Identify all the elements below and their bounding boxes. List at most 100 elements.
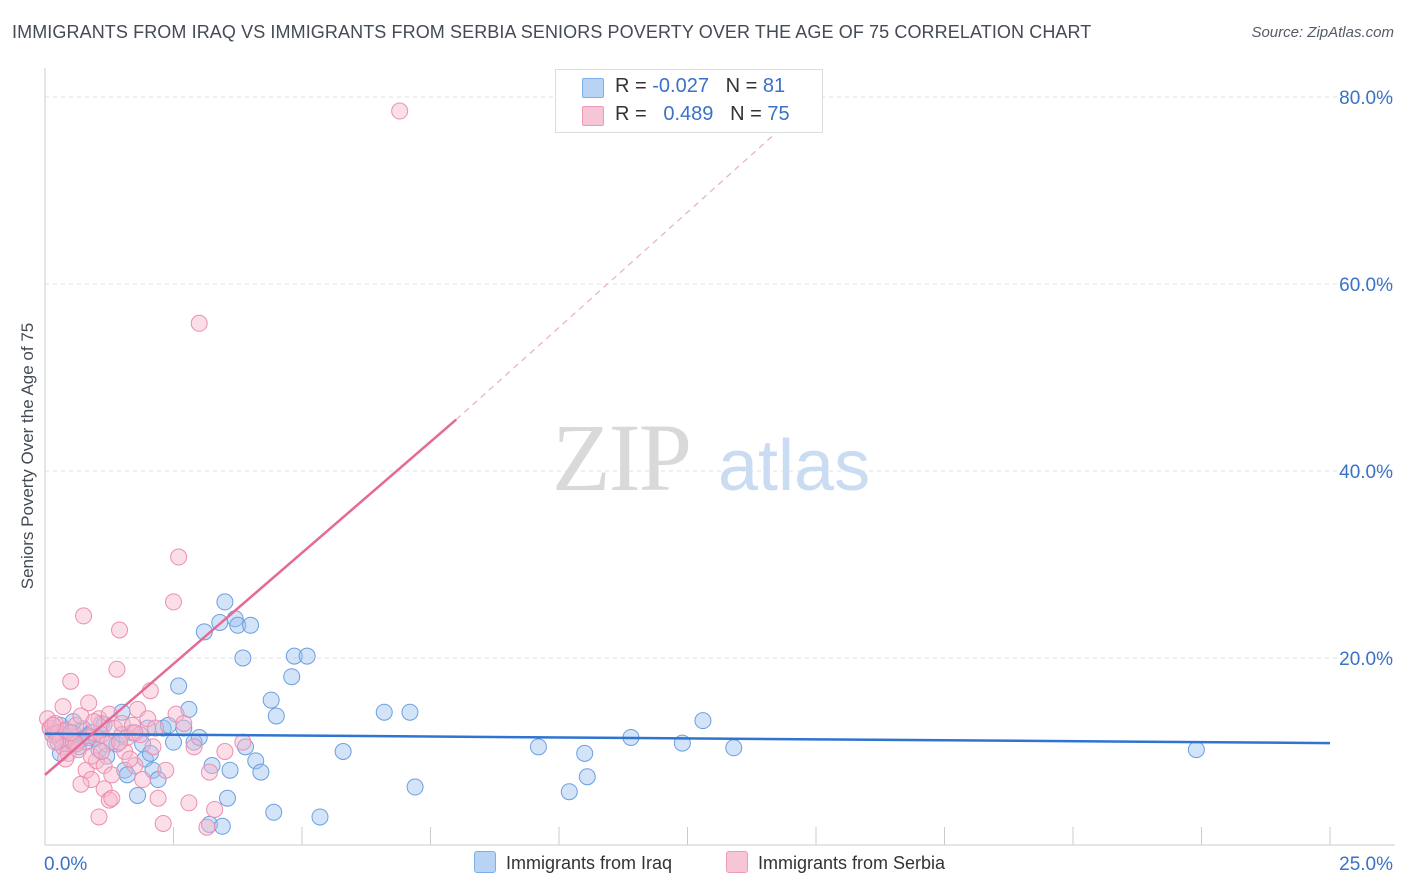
iraq-point — [265, 803, 283, 821]
iraq-point — [175, 719, 193, 737]
serbia-point — [144, 738, 162, 756]
serbia-point — [126, 724, 144, 742]
y-tick-label: 80.0% — [1339, 88, 1393, 109]
serbia-point — [111, 733, 129, 751]
iraq-point — [218, 789, 236, 807]
iraq-point — [311, 808, 329, 826]
watermark-zip: ZIP — [552, 404, 690, 511]
iraq-point — [262, 691, 280, 709]
serbia-point — [54, 698, 72, 716]
serbia-point — [121, 750, 139, 768]
serbia-point — [198, 818, 216, 836]
axes — [44, 68, 1395, 846]
series-iraq-points — [41, 593, 1205, 835]
iraq-point — [236, 738, 254, 756]
legend-n-label: N = — [730, 103, 762, 125]
iraq-point — [170, 677, 188, 695]
y-tick-label: 40.0% — [1339, 462, 1393, 483]
iraq-point — [252, 763, 270, 781]
source-label: Source: ZipAtlas.com — [1251, 24, 1394, 41]
iraq-point — [298, 647, 316, 665]
legend-swatch-iraq — [582, 78, 604, 98]
trend-line-serbia — [44, 418, 458, 776]
trend-lines — [44, 96, 1331, 776]
serbia-point — [134, 771, 152, 789]
serbia-point — [190, 314, 208, 332]
serbia-point — [175, 714, 193, 732]
serbia-point — [72, 775, 90, 793]
trend-line-iraq — [44, 732, 1331, 745]
iraq-point — [406, 778, 424, 796]
legend-n-label: N = — [725, 75, 758, 97]
serbia-point — [100, 791, 118, 809]
serbia-point — [170, 548, 188, 566]
iraq-point — [576, 744, 594, 762]
serbia-point — [93, 743, 111, 760]
watermark-atlas: atlas — [718, 426, 870, 506]
serbia-point — [391, 102, 409, 120]
iraq-point — [578, 768, 596, 786]
iraq-point — [190, 728, 208, 746]
serbia-point — [157, 761, 175, 779]
serbia-point — [154, 814, 172, 832]
iraq-point — [694, 712, 712, 730]
iraq-point — [213, 817, 231, 835]
bottom-legend-swatch-serbia — [726, 851, 748, 873]
x-tick-label: 0.0% — [44, 854, 87, 875]
serbia-point — [200, 763, 218, 781]
serbia-point — [82, 771, 100, 789]
iraq-point — [203, 757, 221, 775]
serbia-point — [67, 735, 85, 753]
serbia-point — [44, 716, 62, 734]
iraq-point — [401, 703, 419, 721]
serbia-point — [103, 789, 121, 807]
serbia-point — [147, 719, 165, 737]
legend-r-value-iraq: -0.027 — [652, 75, 709, 97]
serbia-point — [75, 607, 93, 625]
iraq-point — [529, 738, 547, 756]
iraq-point — [234, 649, 252, 667]
legend-r-label: R = — [615, 75, 647, 97]
serbia-point — [80, 694, 98, 712]
legend-n-value-iraq: 81 — [762, 75, 786, 97]
iraq-point — [267, 707, 285, 725]
serbia-point — [103, 766, 121, 784]
legend-swatch-serbia — [582, 106, 604, 126]
bottom-legend-label-serbia: Immigrants from Serbia — [758, 853, 946, 873]
legend-n-value-serbia: 75 — [767, 103, 790, 125]
iraq-point — [200, 815, 218, 833]
iraq-point — [560, 783, 578, 801]
iraq-point — [242, 616, 260, 634]
serbia-point — [90, 808, 108, 826]
iraq-point — [165, 733, 182, 751]
serbia-point — [165, 593, 182, 611]
serbia-point — [234, 733, 252, 751]
iraq-point — [1187, 741, 1205, 759]
x-tick-label: 25.0% — [1339, 854, 1393, 875]
iraq-point — [247, 752, 265, 770]
iraq-point — [285, 647, 303, 665]
iraq-point — [116, 761, 134, 779]
iraq-point — [725, 739, 743, 757]
y-tick-label: 20.0% — [1339, 649, 1393, 670]
stats-legend: R = -0.027 N = 81 R = 0.489 N = 75 — [555, 69, 823, 133]
serbia-point — [72, 707, 90, 725]
serbia-point — [149, 789, 167, 807]
grid-lines — [45, 96, 1395, 659]
bottom-legend-swatch-iraq — [474, 851, 496, 873]
iraq-point — [129, 786, 147, 804]
trend-line-serbia-extension — [455, 96, 817, 421]
serbia-point — [46, 733, 64, 751]
serbia-point — [82, 747, 100, 765]
iraq-point — [375, 703, 393, 721]
series-serbia-points — [39, 102, 409, 836]
iraq-point — [334, 743, 352, 760]
bottom-legend-serbia: Immigrants from Serbia — [726, 851, 945, 874]
y-tick-label: 60.0% — [1339, 275, 1393, 296]
watermark: ZIP atlas — [552, 404, 870, 511]
tick-labels: 20.0% 40.0% 60.0% 80.0% 0.0% 25.0% — [44, 88, 1393, 875]
legend-r-label: R = — [615, 103, 647, 125]
serbia-point — [111, 621, 129, 639]
legend-r-value-serbia: 0.489 — [663, 103, 714, 125]
